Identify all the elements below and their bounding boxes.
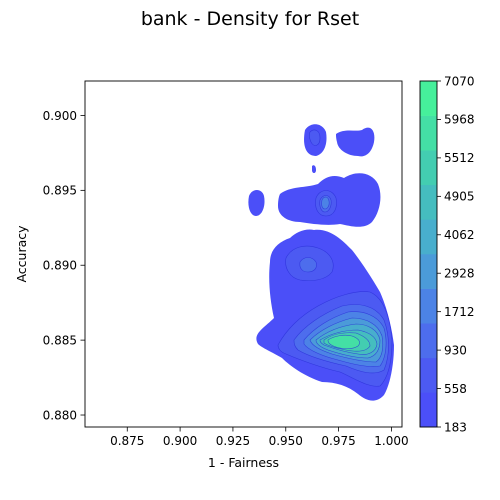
colorbar-tick-label: 5512 [444,151,475,165]
colorbar-tick-label: 4062 [444,228,475,242]
x-tick: 0.950 [269,427,303,448]
x-tick-label: 0.900 [163,434,197,448]
colorbar-tick: 7070 [437,74,475,88]
colorbar-band [420,288,437,324]
colorbar-tick-label: 7070 [444,74,475,88]
colorbar-tick: 930 [437,343,467,357]
y-tick-label: 0.885 [43,333,77,347]
colorbar-band [420,184,437,220]
y-tick: 0.885 [43,333,85,347]
colorbar-band [420,254,437,289]
x-tick: 0.875 [110,427,144,448]
colorbar: 183 558 930 1712 2928 4062 4905 5512 5968 7070 [419,74,475,434]
x-axis-label: 1 - Fairness [208,455,279,470]
x-tick: 1.000 [374,427,409,448]
density-contour-level-0 [248,190,265,216]
colorbar-band [420,115,437,151]
colorbar-band [420,219,437,255]
colorbar-tick-label: 930 [444,343,467,357]
density-contour-level-2 [299,257,317,273]
colorbar-tick-label: 183 [444,420,467,434]
y-tick: 0.895 [43,184,85,198]
density-contour-level-1 [309,129,321,146]
colorbar-tick-label: 558 [444,382,467,396]
colorbar-tick: 558 [437,382,467,396]
y-tick: 0.880 [43,408,85,422]
density-region [248,124,394,401]
colorbar-tick-label: 5968 [444,113,475,127]
colorbar-tick: 1712 [437,305,475,319]
colorbar-band [420,81,437,116]
colorbar-frame [419,80,438,428]
x-tick-label: 0.925 [216,434,250,448]
density-contour-level-3 [321,196,330,210]
density-contour-level-8 [327,334,360,350]
colorbar-band [420,150,437,186]
y-tick-label: 0.895 [43,184,77,198]
chart-title: bank - Density for Rset [140,8,360,30]
x-tick-label: 0.975 [321,434,355,448]
y-axis: 0.880 0.885 0.890 0.895 0.900 [43,109,85,422]
colorbar-tick: 4062 [437,228,475,242]
density-contour-level-0 [336,127,375,157]
colorbar-tick-label: 4905 [444,190,475,204]
y-tick-label: 0.890 [43,259,77,273]
colorbar-tick: 2928 [437,267,475,281]
density-contour-level-0 [312,165,316,173]
colorbar-band [420,323,437,359]
y-axis-label: Accuracy [14,225,29,283]
colorbar-tick-label: 1712 [444,305,475,319]
x-tick: 0.900 [163,427,197,448]
colorbar-band [420,392,437,428]
y-tick: 0.900 [43,109,85,123]
x-tick-label: 0.950 [269,434,303,448]
colorbar-tick: 183 [437,420,467,434]
plot-frame [84,80,403,428]
colorbar-band [420,357,437,393]
y-tick: 0.890 [43,259,85,273]
colorbar-tick: 5968 [437,113,475,127]
colorbar-tick-label: 2928 [444,267,475,281]
colorbar-tick: 4905 [437,190,475,204]
y-tick-label: 0.900 [43,109,77,123]
x-axis: 0.875 0.900 0.925 0.950 0.975 1.000 [110,427,409,448]
x-tick-label: 1.000 [374,434,408,448]
x-tick: 0.975 [321,427,356,448]
x-tick-label: 0.875 [110,434,144,448]
x-tick: 0.925 [216,427,250,448]
y-tick-label: 0.880 [43,408,77,422]
colorbar-tick: 5512 [437,151,475,165]
